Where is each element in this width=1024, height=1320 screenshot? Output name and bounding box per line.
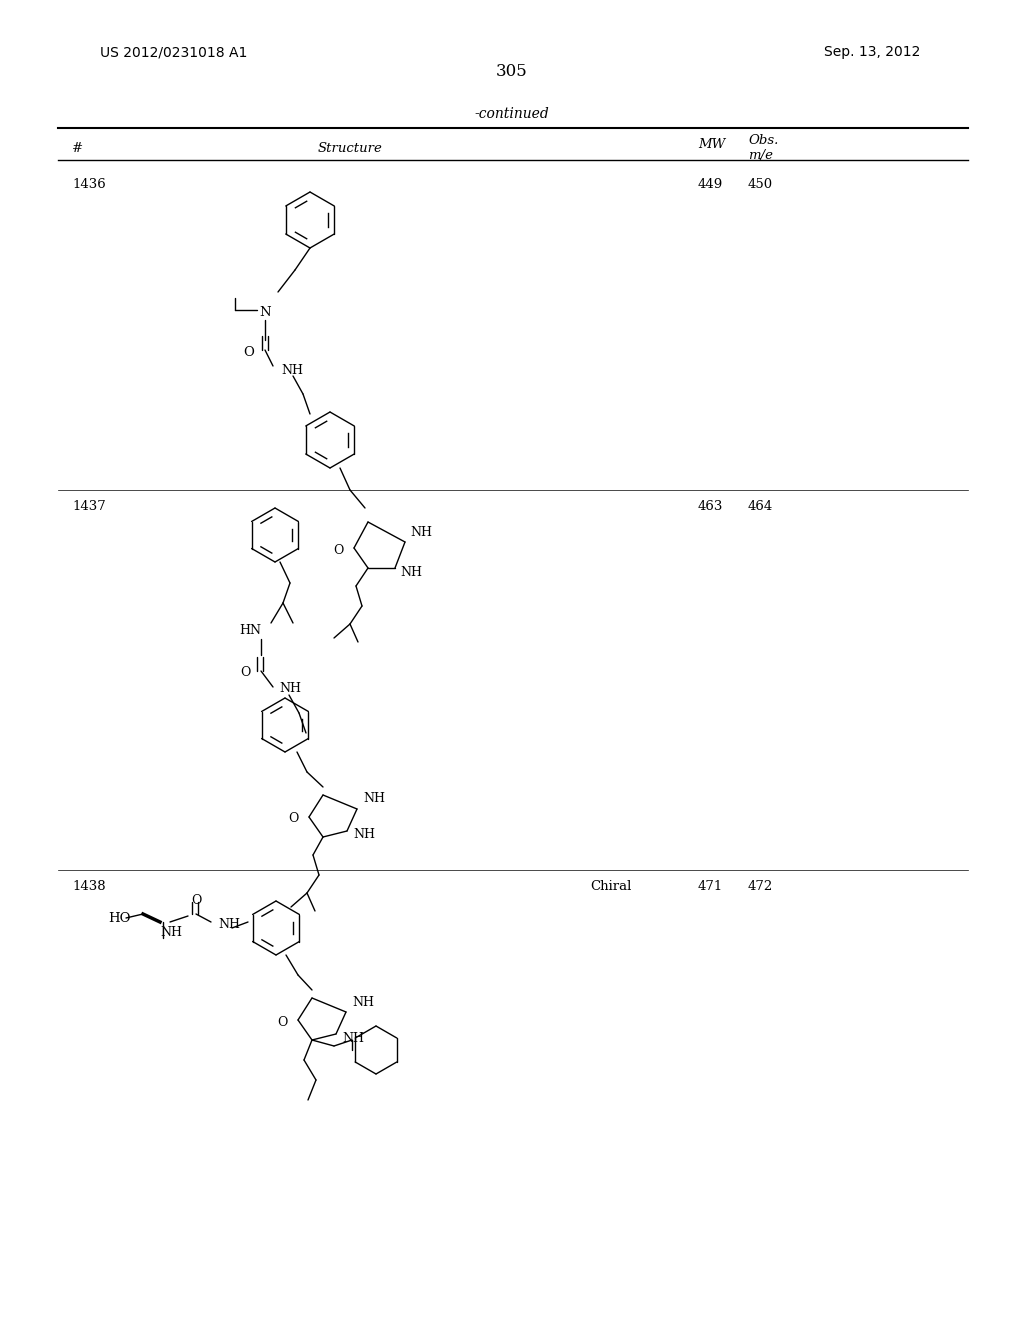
Text: 463: 463 [698, 499, 723, 512]
Text: NH: NH [353, 829, 375, 842]
Text: NH: NH [160, 925, 182, 939]
Text: 1438: 1438 [72, 879, 105, 892]
Text: NH: NH [410, 525, 432, 539]
Text: NH: NH [342, 1031, 364, 1044]
Text: O: O [288, 813, 298, 825]
Text: Obs.: Obs. [748, 135, 778, 148]
Text: NH: NH [400, 565, 422, 578]
Text: #: # [72, 141, 83, 154]
Text: Sep. 13, 2012: Sep. 13, 2012 [823, 45, 920, 59]
Text: O: O [190, 894, 201, 907]
Text: NH: NH [352, 995, 374, 1008]
Text: O: O [240, 667, 250, 680]
Text: Structure: Structure [317, 141, 382, 154]
Text: 1437: 1437 [72, 499, 105, 512]
Text: HO: HO [108, 912, 130, 924]
Text: NH: NH [279, 682, 301, 696]
Text: 1436: 1436 [72, 177, 105, 190]
Text: NH: NH [281, 363, 303, 376]
Text: N: N [259, 305, 270, 318]
Text: US 2012/0231018 A1: US 2012/0231018 A1 [100, 45, 248, 59]
Text: 464: 464 [748, 499, 773, 512]
Text: 450: 450 [748, 177, 773, 190]
Text: NH: NH [218, 917, 240, 931]
Text: HN: HN [239, 624, 261, 638]
Text: O: O [244, 346, 254, 359]
Text: 305: 305 [496, 63, 528, 81]
Text: 449: 449 [698, 177, 723, 190]
Text: -continued: -continued [475, 107, 549, 121]
Text: 472: 472 [748, 879, 773, 892]
Text: Chiral: Chiral [590, 879, 632, 892]
Text: O: O [333, 544, 343, 557]
Text: 471: 471 [698, 879, 723, 892]
Text: MW: MW [698, 137, 725, 150]
Text: m/e: m/e [748, 149, 773, 161]
Text: NH: NH [362, 792, 385, 805]
Text: O: O [276, 1015, 287, 1028]
